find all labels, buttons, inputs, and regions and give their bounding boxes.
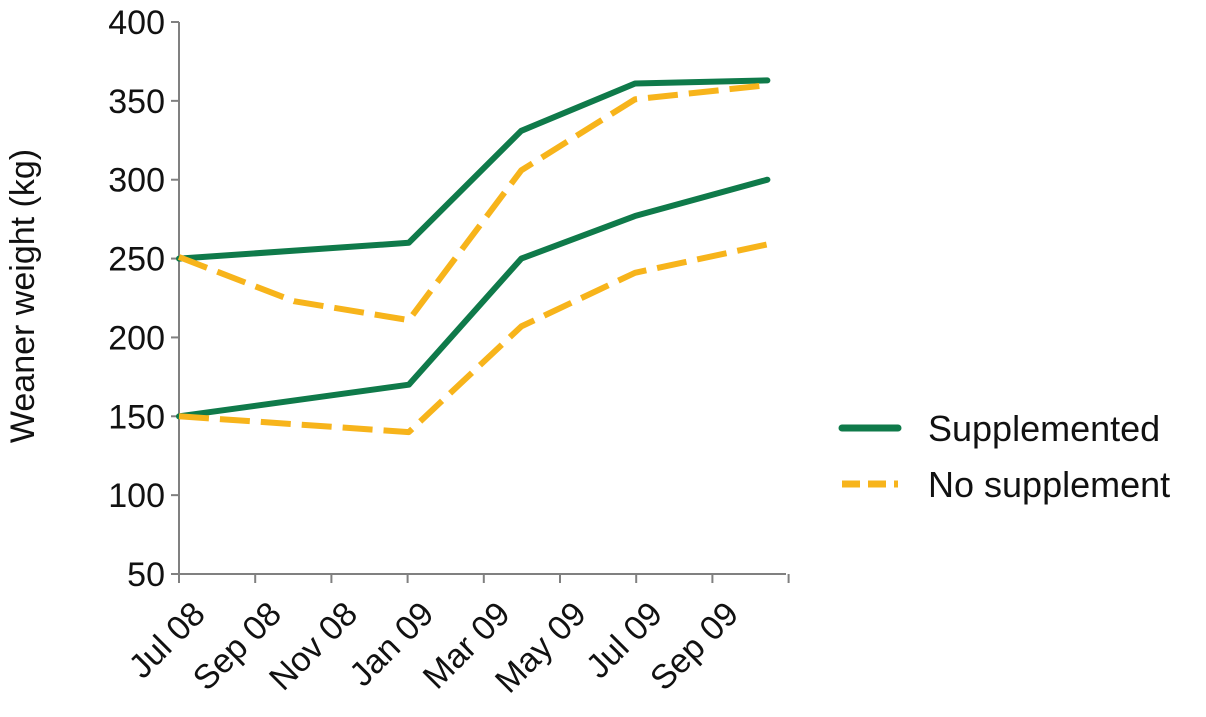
y-tick-label: 100: [108, 477, 165, 515]
y-tick-label: 200: [108, 319, 165, 357]
y-axis-title: Weaner weight (kg): [4, 149, 42, 443]
x-tick-label: Nov 08: [262, 595, 365, 698]
y-tick-label: 350: [108, 83, 165, 121]
y-tick-label: 400: [108, 4, 165, 42]
series-line-supplemented: [176, 176, 771, 420]
y-tick-label: 300: [108, 162, 165, 200]
series-lines: [176, 77, 771, 436]
series-line-no-supplement: [177, 82, 768, 324]
y-tick-label: 150: [108, 398, 165, 436]
series-line-supplemented: [176, 77, 771, 262]
y-tick-label: 50: [127, 556, 165, 594]
legend-label: No supplement: [928, 464, 1170, 505]
y-tick-label: 250: [108, 241, 165, 279]
series-line-no-supplement: [178, 241, 769, 436]
legend: Supplemented No supplement: [838, 408, 1170, 505]
legend-label: Supplemented: [928, 408, 1160, 449]
y-axis: 50 100 150 200 250 300 350 400: [108, 4, 180, 594]
